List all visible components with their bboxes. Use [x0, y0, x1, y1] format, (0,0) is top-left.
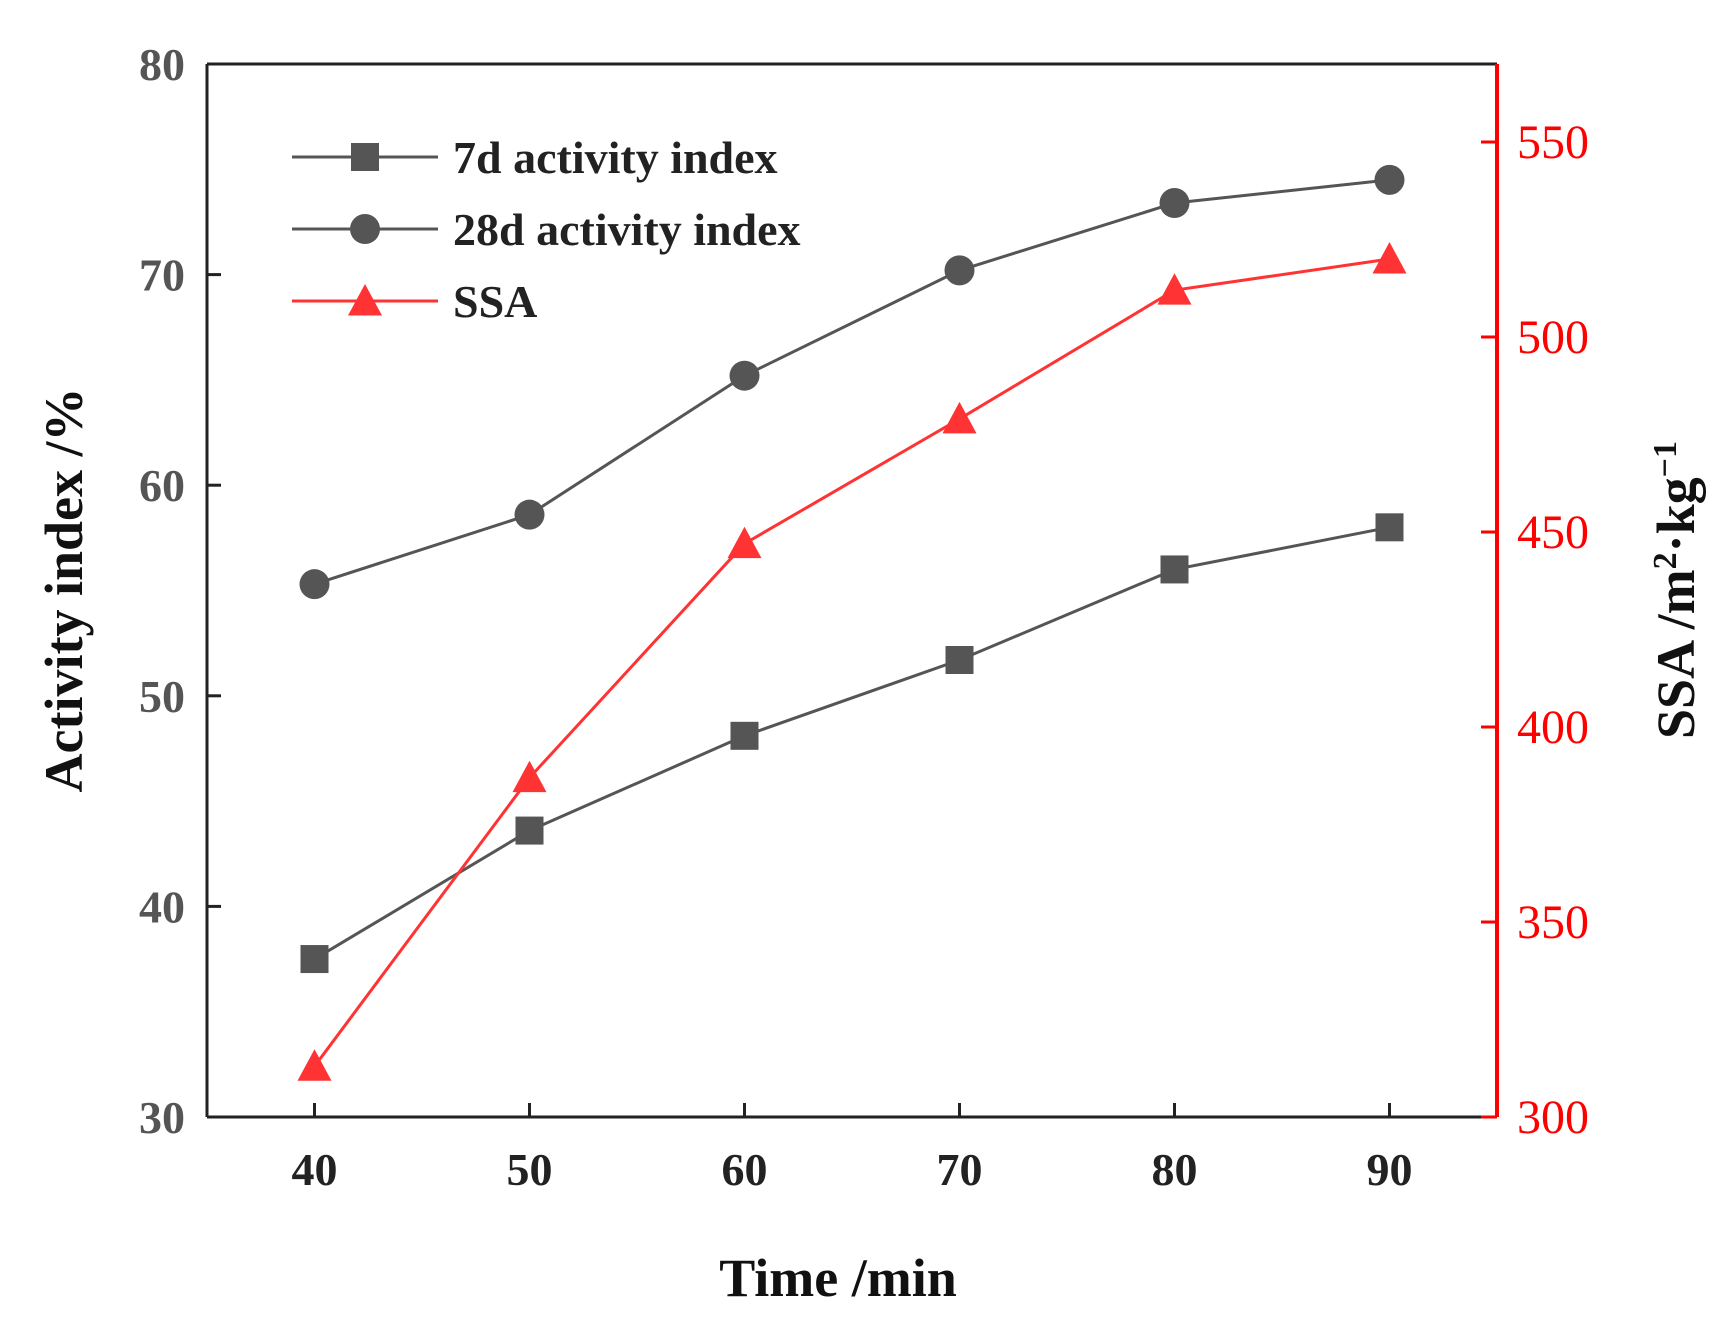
legend-marker-triangle — [348, 284, 382, 316]
y-tick-label-right: 550 — [1517, 116, 1589, 169]
series-line-3 — [313, 257, 1390, 1068]
y-tick-label-left: 30 — [139, 1092, 185, 1143]
y-tick-label-left: 50 — [139, 671, 185, 722]
legend-marker-square — [351, 143, 379, 171]
data-point-triangle — [512, 760, 547, 793]
y2-label-mid: ·kg — [1646, 477, 1706, 552]
y-tick-label-left: 80 — [139, 39, 185, 90]
y2-label-sup2: −1 — [1647, 441, 1684, 477]
legend-label: SSA — [453, 276, 537, 327]
series-line-1 — [313, 525, 1390, 961]
data-point-circle — [1159, 187, 1190, 218]
y-tick-label-right: 350 — [1517, 896, 1589, 949]
y-tick-label-right: 400 — [1517, 701, 1589, 754]
axes: 40 50 60 70 80 90 30 40 50 60 70 80 300 350 400 450 500 5… — [139, 39, 1589, 1195]
data-point-square — [945, 645, 974, 674]
data-point-circle — [514, 499, 545, 530]
data-point-square — [515, 816, 544, 845]
x-tick-label: 60 — [722, 1144, 768, 1195]
x-tick-label: 80 — [1152, 1144, 1198, 1195]
x-tick-label: 40 — [292, 1144, 338, 1195]
series-line-2 — [314, 178, 1390, 586]
data-point-triangle — [1157, 273, 1192, 305]
data-point-circle — [729, 360, 760, 391]
x-tick-label: 90 — [1367, 1144, 1413, 1195]
legend: 7d activity index 28d activity index SSA — [292, 132, 801, 327]
y-tick-label-left: 70 — [139, 250, 185, 301]
y-axis-title-right: SSA /m2·kg−1 — [1646, 441, 1706, 739]
y-axis-title-left: Activity index /% — [34, 388, 94, 793]
data-point-square — [1160, 555, 1189, 584]
y-tick-label-right: 300 — [1517, 1091, 1589, 1144]
data-point-square — [300, 945, 329, 974]
data-point-square — [1375, 513, 1404, 542]
data-point-circle — [299, 569, 330, 600]
series-layer — [297, 164, 1407, 1081]
data-point-triangle — [727, 526, 762, 559]
data-point-triangle — [1372, 242, 1407, 274]
y-tick-label-right: 450 — [1517, 506, 1589, 559]
x-tick-label: 70 — [937, 1144, 983, 1195]
y2-label-prefix: SSA /m — [1646, 569, 1706, 739]
y-tick-label-left: 40 — [139, 881, 185, 932]
y2-label-sup1: 2 — [1647, 552, 1684, 569]
y-tick-label-right: 500 — [1517, 311, 1589, 364]
data-point-circle — [944, 255, 975, 286]
x-tick-label: 50 — [507, 1144, 553, 1195]
legend-marker-circle — [350, 214, 380, 244]
data-point-circle — [1374, 164, 1405, 195]
data-point-triangle — [297, 1049, 332, 1081]
data-point-square — [730, 721, 759, 750]
legend-label: 28d activity index — [453, 204, 801, 255]
data-point-triangle — [942, 401, 977, 434]
y-tick-label-left: 60 — [139, 460, 185, 511]
legend-label: 7d activity index — [453, 132, 778, 183]
x-axis-title: Time /min — [719, 1248, 957, 1308]
